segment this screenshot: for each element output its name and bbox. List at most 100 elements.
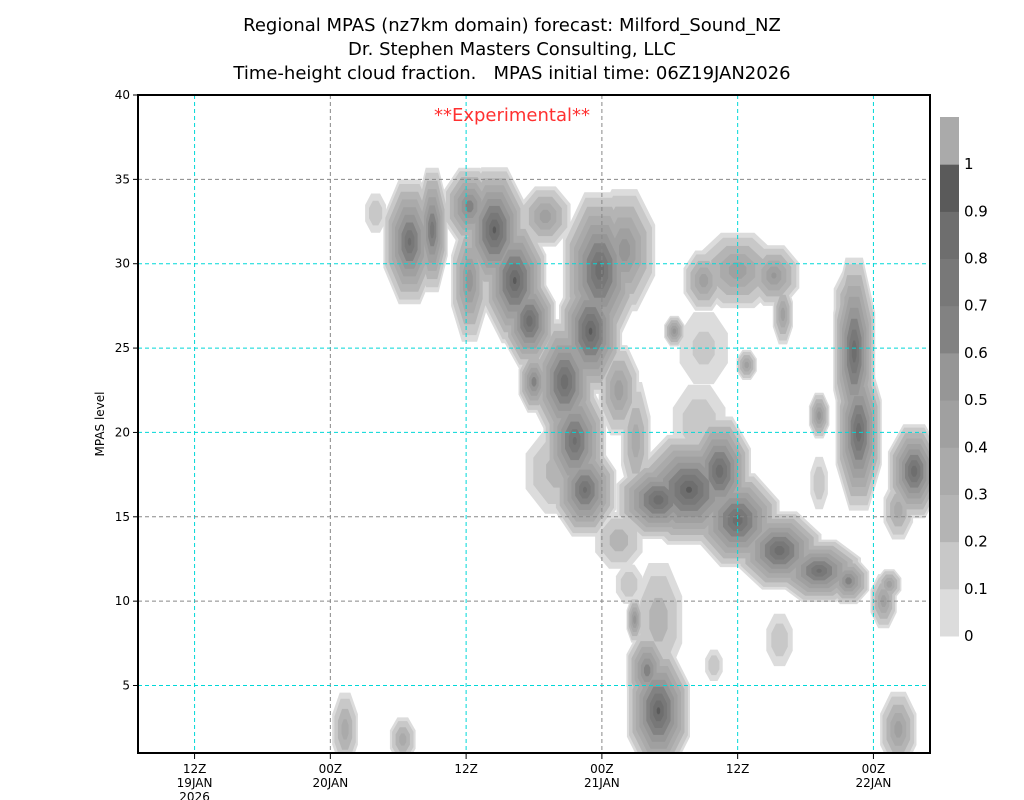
cloud-band-0.5 xyxy=(466,269,473,292)
cloud-band-0.6 xyxy=(531,377,537,387)
experimental-annotation: **Experimental** xyxy=(434,105,590,126)
colorbar-swatch xyxy=(940,305,959,354)
cloud-band-0.5 xyxy=(619,239,630,262)
colorbar: 0 0.1 0.2 0.3 0.4 0.5 0.6 0.7 0.8 0.9 1 xyxy=(940,117,988,645)
colorbar-label: 0.3 xyxy=(964,485,988,503)
cloud-band-0.5 xyxy=(672,328,677,334)
cloud-band-0.8 xyxy=(851,340,857,363)
colorbar-swatch xyxy=(940,117,959,165)
cloud-band-0.1 xyxy=(620,572,638,597)
colorbar-label: 0.6 xyxy=(964,344,988,362)
cloud-band-0.3 xyxy=(894,501,903,519)
y-tick-label: 5 xyxy=(122,679,130,693)
cloud-band-0.9 xyxy=(686,486,692,493)
cloud-band-0.4 xyxy=(614,380,624,401)
x-tick-label: 12Z xyxy=(726,762,750,776)
x-tick-label: 12Z xyxy=(183,762,207,776)
y-tick-label: 25 xyxy=(115,341,130,355)
colorbar-label: 0 xyxy=(964,627,974,645)
y-tick-label: 10 xyxy=(115,594,130,608)
colorbar-swatch xyxy=(940,588,959,637)
colorbar-swatch xyxy=(940,258,959,307)
chart-title-line-3: Time-height cloud fraction. MPAS initial… xyxy=(232,63,790,84)
colorbar-label: 1 xyxy=(964,155,974,173)
cloud-band-0.1 xyxy=(369,200,383,226)
cloud-band-0.6 xyxy=(644,664,651,677)
colorbar-swatch xyxy=(940,352,959,401)
cloud-band-0.9 xyxy=(513,277,517,284)
cloud-band-0.8 xyxy=(560,374,569,390)
y-tick-label: 20 xyxy=(115,425,130,439)
colorbar-label: 0.5 xyxy=(964,391,988,409)
cloud-band-0.6 xyxy=(465,200,474,213)
cloud-band-0.8 xyxy=(911,465,918,477)
colorbar-label: 0.8 xyxy=(964,250,988,268)
cloud-band-0.6 xyxy=(845,577,852,585)
colorbar-swatch xyxy=(940,541,959,590)
cloud-band-0.8 xyxy=(526,315,533,327)
cloud-band-0.9 xyxy=(492,226,497,234)
cloud-band-0.1 xyxy=(813,466,825,500)
y-axis: 5 10 15 20 25 30 35 40 xyxy=(115,88,138,693)
cloud-band-0.1 xyxy=(771,623,788,657)
cloud-band-0.5 xyxy=(771,272,777,279)
cloud-band-0.8 xyxy=(774,546,785,556)
cloud-band-0.2 xyxy=(649,597,668,642)
x-tick-label: 00Z xyxy=(319,762,343,776)
cloud-fraction-field xyxy=(332,167,930,753)
cloud-band-0.4 xyxy=(886,581,892,588)
cloud-band-0.8 xyxy=(653,495,664,505)
cloud-band-0.5 xyxy=(817,411,821,420)
cloud-band-0.4 xyxy=(744,361,749,369)
y-tick-label: 15 xyxy=(115,510,130,524)
cloud-band-0.7 xyxy=(430,221,435,239)
y-tick-label: 40 xyxy=(115,88,130,102)
colorbar-swatch xyxy=(940,494,959,543)
colorbar-label: 0.7 xyxy=(964,297,988,315)
chart-title-line-2: Dr. Stephen Masters Consulting, LLC xyxy=(348,39,676,60)
cloud-band-0.4 xyxy=(539,209,551,223)
cloud-band-0.2 xyxy=(609,529,628,552)
cloud-band-0.3 xyxy=(399,733,407,746)
cloud-band-0.9 xyxy=(588,327,593,335)
cloud-band-0.3 xyxy=(341,719,349,740)
cloud-band-0.1 xyxy=(692,331,715,365)
cloud-band-0.1 xyxy=(708,655,720,676)
y-axis-label: MPAS level xyxy=(93,392,107,457)
chart-title-line-1: Regional MPAS (nz7km domain) forecast: M… xyxy=(243,15,781,36)
colorbar-label: 0.2 xyxy=(964,533,988,551)
y-tick-label: 35 xyxy=(115,172,130,186)
cloud-band-0.8 xyxy=(715,464,724,478)
colorbar-label: 0.1 xyxy=(964,580,988,598)
colorbar-swatch xyxy=(940,447,959,495)
x-tick-label: 22JAN xyxy=(856,776,892,790)
cloud-band-0.8 xyxy=(732,514,743,526)
colorbar-swatch xyxy=(940,400,959,448)
y-tick-label: 30 xyxy=(115,257,130,271)
colorbar-label: 0.9 xyxy=(964,202,988,220)
colorbar-swatch xyxy=(940,211,959,260)
x-tick-label: 00Z xyxy=(862,762,886,776)
cloud-band-0.8 xyxy=(816,568,822,573)
colorbar-swatch xyxy=(940,164,959,212)
x-tick-label: 00Z xyxy=(590,762,614,776)
x-tick-label: 2026 xyxy=(179,790,210,800)
plot-frame xyxy=(137,94,931,754)
x-tick-label: 19JAN xyxy=(177,776,213,790)
cloud-band-0.4 xyxy=(699,274,709,288)
cloud-band-0.3 xyxy=(631,424,640,458)
cloud-band-0.9 xyxy=(656,707,661,715)
grid-lines xyxy=(138,95,930,753)
cloud-band-0.8 xyxy=(583,486,587,493)
x-tick-label: 20JAN xyxy=(312,776,348,790)
cloud-band-0.8 xyxy=(407,237,412,246)
cloud-band-0.5 xyxy=(633,615,637,624)
cloud-band-0.8 xyxy=(856,423,862,442)
x-tick-label: 12Z xyxy=(454,762,478,776)
cloud-band-0.4 xyxy=(780,307,786,321)
cloud-band-0.4 xyxy=(894,721,903,738)
cloud-band-0.8 xyxy=(572,437,577,445)
colorbar-label: 0.4 xyxy=(964,438,988,456)
